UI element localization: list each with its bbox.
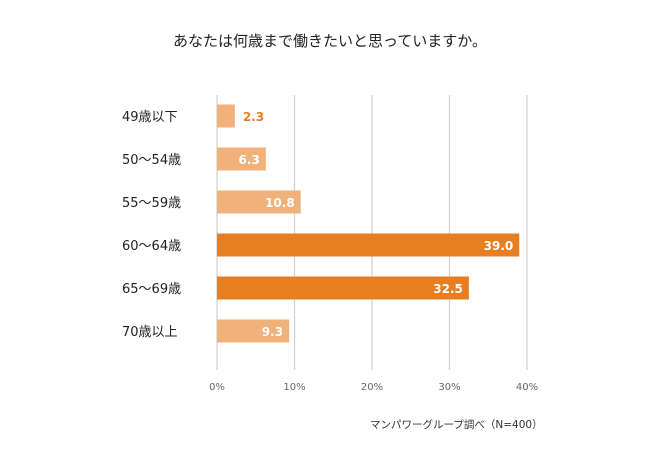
data-label: 6.3 (239, 153, 260, 167)
bar (217, 233, 520, 257)
y-category-label: 50〜54歳 (122, 153, 181, 168)
chart-title: あなたは何歳まで働きたいと思っていますか。 (173, 32, 487, 50)
bar (217, 276, 469, 300)
x-tick-label: 40% (516, 382, 538, 393)
x-tick-label: 0% (209, 382, 225, 393)
data-label: 32.5 (433, 282, 463, 296)
data-label: 39.0 (484, 239, 514, 253)
data-label: 10.8 (265, 196, 295, 210)
x-tick-label: 10% (283, 382, 305, 393)
x-tick-label: 20% (361, 382, 383, 393)
y-category-label: 49歳以下 (122, 110, 178, 125)
y-category-label: 70歳以上 (122, 325, 178, 340)
x-tick-label: 30% (438, 382, 460, 393)
data-label: 2.3 (243, 110, 264, 124)
y-category-label: 65〜69歳 (122, 282, 181, 297)
y-category-label: 60〜64歳 (122, 239, 181, 254)
source-note: マンパワーグループ調べ（N=400） (370, 419, 543, 431)
bar (217, 104, 235, 128)
bar (217, 319, 290, 343)
data-label: 9.3 (262, 325, 283, 339)
y-category-label: 55〜59歳 (122, 196, 181, 211)
bar (217, 190, 301, 214)
bar (217, 147, 266, 171)
